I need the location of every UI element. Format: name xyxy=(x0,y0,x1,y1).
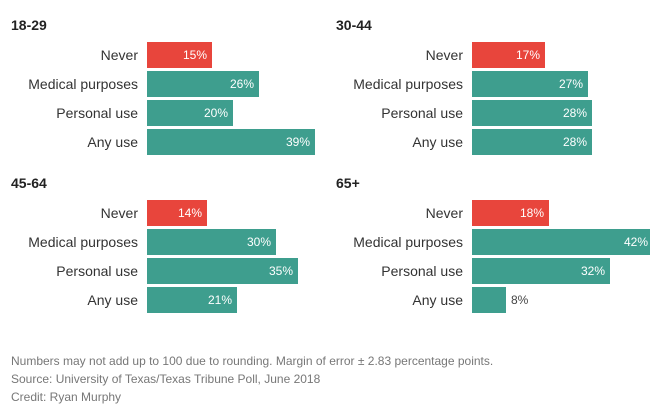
category-label: Never xyxy=(100,47,138,63)
category-label: Medical purposes xyxy=(28,76,138,92)
panel-title: 65+ xyxy=(336,175,360,191)
value-label: 26% xyxy=(229,77,254,91)
category-label: Any use xyxy=(412,134,463,150)
value-label: 32% xyxy=(580,264,605,278)
category-label: Medical purposes xyxy=(28,234,138,250)
bar xyxy=(472,229,650,255)
category-label: Never xyxy=(100,205,138,221)
bar xyxy=(147,42,212,68)
credit-line: Credit: Ryan Murphy xyxy=(11,390,122,404)
chart-panel: 65+ Never 18% Medical purposes 42% Personal u… xyxy=(336,175,650,315)
panel-title: 45-64 xyxy=(11,175,47,191)
value-label: 42% xyxy=(623,235,648,249)
bar xyxy=(472,71,588,97)
category-label: Medical purposes xyxy=(353,76,463,92)
bar xyxy=(472,129,592,155)
bar-row: Medical purposes 27% xyxy=(336,71,650,97)
bar-row: Never 14% xyxy=(11,200,331,226)
bar-row: Never 15% xyxy=(11,42,331,68)
value-label: 35% xyxy=(268,264,293,278)
value-label: 28% xyxy=(562,106,587,120)
bar xyxy=(472,42,545,68)
bar xyxy=(472,258,610,284)
bar-row: Medical purposes 42% xyxy=(336,229,650,255)
category-label: Personal use xyxy=(381,105,463,121)
category-label: Any use xyxy=(87,134,138,150)
bar-row: Personal use 35% xyxy=(11,258,331,284)
bar-row: Medical purposes 26% xyxy=(11,71,331,97)
bar xyxy=(472,100,592,126)
chart-footer: Numbers may not add up to 100 due to rou… xyxy=(11,352,493,406)
source-line: Source: University of Texas/Texas Tribun… xyxy=(11,372,321,386)
bar xyxy=(472,200,549,226)
value-label: 27% xyxy=(558,77,583,91)
value-label: 21% xyxy=(207,293,232,307)
category-label: Any use xyxy=(87,292,138,308)
value-label: 8% xyxy=(511,293,529,307)
bar xyxy=(147,100,233,126)
bar-row: Personal use 32% xyxy=(336,258,650,284)
panel-title: 30-44 xyxy=(336,17,372,33)
bar xyxy=(147,258,298,284)
value-label: 28% xyxy=(562,135,587,149)
bar-row: Medical purposes 30% xyxy=(11,229,331,255)
category-label: Never xyxy=(425,205,463,221)
category-label: Personal use xyxy=(381,263,463,279)
bar-row: Personal use 28% xyxy=(336,100,650,126)
bar xyxy=(147,129,315,155)
category-label: Medical purposes xyxy=(353,234,463,250)
bar-row: Personal use 20% xyxy=(11,100,331,126)
category-label: Any use xyxy=(412,292,463,308)
bar xyxy=(147,71,259,97)
value-label: 17% xyxy=(515,48,540,62)
small-multiples-chart: 18-29 Never 15% Medical purposes 26% Personal… xyxy=(11,17,650,315)
value-label: 39% xyxy=(285,135,310,149)
bar-row: Any use 39% xyxy=(11,129,331,155)
value-label: 14% xyxy=(177,206,202,220)
panel-title: 18-29 xyxy=(11,17,47,33)
bar-row: Never 17% xyxy=(336,42,650,68)
chart-panel: 45-64 Never 14% Medical purposes 30% Personal… xyxy=(11,175,336,315)
category-label: Personal use xyxy=(56,105,138,121)
category-label: Personal use xyxy=(56,263,138,279)
chart-panel: 30-44 Never 17% Medical purposes 27% Personal… xyxy=(336,17,650,157)
footnote: Numbers may not add up to 100 due to rou… xyxy=(11,354,494,368)
bar-row: Never 18% xyxy=(336,200,650,226)
bar xyxy=(147,287,237,313)
chart-panel: 18-29 Never 15% Medical purposes 26% Personal… xyxy=(11,17,336,157)
value-label: 15% xyxy=(182,48,207,62)
value-label: 30% xyxy=(246,235,271,249)
category-label: Never xyxy=(425,47,463,63)
bar xyxy=(472,287,506,313)
value-label: 18% xyxy=(519,206,544,220)
bar-row: Any use 28% xyxy=(336,129,650,155)
bar xyxy=(147,200,207,226)
bar-row: Any use 8% xyxy=(336,287,650,313)
value-label: 20% xyxy=(203,106,228,120)
bar-row: Any use 21% xyxy=(11,287,331,313)
bar xyxy=(147,229,276,255)
